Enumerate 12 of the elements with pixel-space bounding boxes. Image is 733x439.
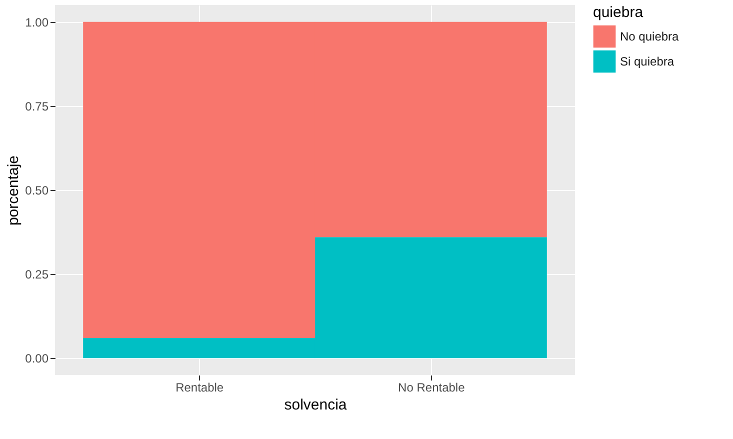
- y-axis-title: porcentaje: [5, 155, 22, 226]
- legend-label: Si quiebra: [620, 54, 674, 68]
- legend-label: No quiebra: [620, 30, 680, 44]
- y-tick-label: 0.25: [25, 268, 49, 282]
- x-axis-title: solvencia: [284, 396, 348, 414]
- x-tick-label: Rentable: [176, 380, 224, 394]
- y-tick-label: 1.00: [25, 15, 49, 30]
- y-tick-label: 0.50: [25, 184, 49, 198]
- legend-title: quiebra: [593, 4, 644, 21]
- y-tick-label: 0.75: [25, 99, 49, 114]
- x-tick-label: No Rentable: [398, 380, 466, 394]
- y-tick-label: 0.00: [25, 352, 49, 366]
